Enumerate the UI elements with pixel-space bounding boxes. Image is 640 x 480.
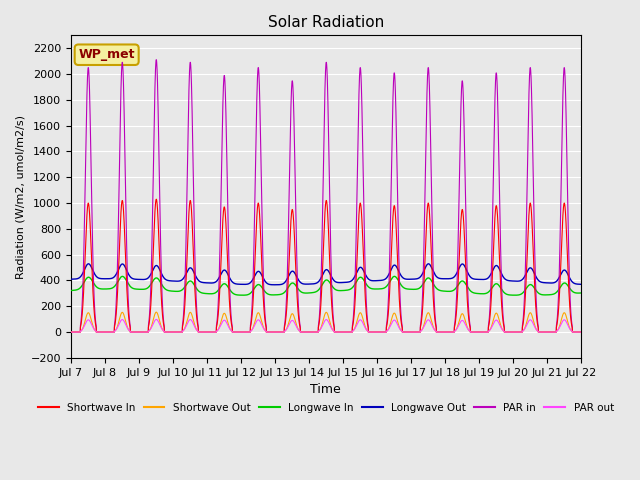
Text: WP_met: WP_met: [79, 48, 135, 61]
Title: Solar Radiation: Solar Radiation: [268, 15, 384, 30]
Legend: Shortwave In, Shortwave Out, Longwave In, Longwave Out, PAR in, PAR out: Shortwave In, Shortwave Out, Longwave In…: [33, 399, 618, 417]
X-axis label: Time: Time: [310, 383, 341, 396]
Y-axis label: Radiation (W/m2, umol/m2/s): Radiation (W/m2, umol/m2/s): [15, 115, 25, 278]
